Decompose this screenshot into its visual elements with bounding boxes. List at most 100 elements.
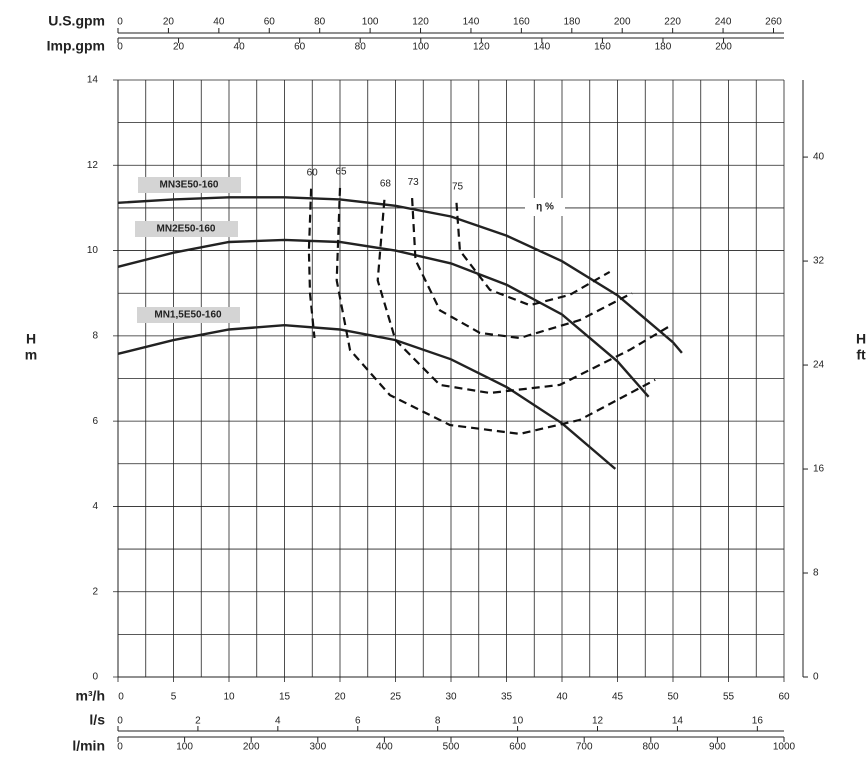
axis-tick-label: 160 <box>594 42 611 53</box>
x-tick-label: 15 <box>279 692 291 703</box>
axis-tick-label: 100 <box>412 42 429 53</box>
axis-tick-label: 4 <box>275 716 281 727</box>
axis-tick-label: 20 <box>173 42 185 53</box>
y2-tick-label: 16 <box>813 464 825 475</box>
axis-tick-label: 800 <box>642 742 659 753</box>
eta-bg <box>525 198 565 216</box>
efficiency-curve <box>335 187 656 436</box>
efficiency-curve <box>376 199 673 395</box>
y2-tick-label: 40 <box>813 152 825 163</box>
axis-tick-label: 700 <box>576 742 593 753</box>
pump-label-box <box>137 307 240 323</box>
x-axis-title: m³/h <box>75 688 105 704</box>
efficiency-label: 68 <box>380 178 392 189</box>
pump-curve <box>117 323 617 470</box>
pump-label: MN3E50-160 <box>160 180 219 191</box>
axis-tick-label: 180 <box>563 17 580 28</box>
axis-title: U.S.gpm <box>48 13 105 29</box>
y-tick-label: 2 <box>92 586 98 597</box>
x-tick-label: 0 <box>118 692 124 703</box>
axis-tick-label: 200 <box>715 42 732 53</box>
efficiency-curve <box>455 202 611 307</box>
x-tick-label: 5 <box>171 692 177 703</box>
axis-tick-label: 8 <box>435 716 441 727</box>
pump-label-box <box>135 221 238 237</box>
y2-tick-label: 24 <box>813 360 825 371</box>
axis-tick-label: 0 <box>117 716 123 727</box>
axis-tick-label: 120 <box>473 42 490 53</box>
axis-tick-label: 20 <box>163 17 175 28</box>
y-axis-title: m <box>25 347 37 363</box>
efficiency-curve <box>307 188 316 339</box>
axis-tick-label: 1000 <box>773 742 796 753</box>
axis-tick-label: 100 <box>176 742 193 753</box>
axis-tick-label: 0 <box>117 17 123 28</box>
axis-tick-label: 14 <box>672 716 684 727</box>
y-tick-label: 0 <box>92 672 98 683</box>
efficiency-label: 75 <box>452 181 464 192</box>
axis-tick-label: 0 <box>117 742 123 753</box>
axis-tick-label: 60 <box>264 17 276 28</box>
axis-tick-label: 180 <box>655 42 672 53</box>
x-tick-label: 45 <box>612 692 624 703</box>
efficiency-label: 65 <box>335 167 347 178</box>
axis-tick-label: 6 <box>355 716 361 727</box>
efficiency-label: 60 <box>307 167 319 178</box>
axis-tick-label: 0 <box>117 42 123 53</box>
x-tick-label: 55 <box>723 692 735 703</box>
pump-label: MN1,5E50-160 <box>154 310 222 321</box>
pump-curve <box>117 196 683 354</box>
x-tick-label: 40 <box>556 692 568 703</box>
pump-label-box <box>138 177 241 193</box>
axis-tick-label: 80 <box>314 17 326 28</box>
x-tick-label: 60 <box>778 692 790 703</box>
y-tick-label: 14 <box>87 75 99 86</box>
efficiency-title: η % <box>536 202 554 213</box>
axis-tick-label: 600 <box>509 742 526 753</box>
axis-tick-label: 120 <box>412 17 429 28</box>
axis-title: Imp.gpm <box>47 38 105 54</box>
axis-tick-label: 16 <box>752 716 764 727</box>
axis-tick-label: 140 <box>534 42 551 53</box>
axis-tick-label: 160 <box>513 17 530 28</box>
y-tick-label: 10 <box>87 245 99 256</box>
axis-tick-label: 200 <box>243 742 260 753</box>
axis-tick-label: 80 <box>355 42 367 53</box>
x-tick-label: 25 <box>390 692 402 703</box>
axis-tick-label: 900 <box>709 742 726 753</box>
y2-tick-label: 8 <box>813 568 819 579</box>
axis-tick-label: 260 <box>765 17 782 28</box>
axis-tick-label: 400 <box>376 742 393 753</box>
axis-tick-label: 40 <box>213 17 225 28</box>
axis-tick-label: 10 <box>512 716 524 727</box>
y2-axis-title: ft <box>856 347 866 363</box>
x-tick-label: 20 <box>334 692 346 703</box>
axis-title: l/s <box>89 712 105 728</box>
y-tick-label: 6 <box>92 416 98 427</box>
pump-curve <box>117 238 650 398</box>
axis-tick-label: 140 <box>463 17 480 28</box>
x-tick-label: 30 <box>445 692 457 703</box>
axis-tick-label: 12 <box>592 716 604 727</box>
axis-tick-label: 40 <box>234 42 246 53</box>
y2-axis-title: H <box>856 331 866 347</box>
axis-title: l/min <box>72 738 105 754</box>
axis-tick-label: 240 <box>715 17 732 28</box>
pump-label: MN2E50-160 <box>157 224 216 235</box>
axis-tick-label: 60 <box>294 42 306 53</box>
y2-tick-label: 32 <box>813 256 825 267</box>
axis-tick-label: 220 <box>664 17 681 28</box>
y-tick-label: 12 <box>87 160 99 171</box>
axis-tick-label: 200 <box>614 17 631 28</box>
axis-tick-label: 100 <box>362 17 379 28</box>
y-tick-label: 8 <box>92 330 98 341</box>
efficiency-curve <box>411 198 633 340</box>
x-tick-label: 35 <box>501 692 513 703</box>
x-tick-label: 50 <box>667 692 679 703</box>
axis-tick-label: 2 <box>195 716 201 727</box>
y-axis-title: H <box>26 331 36 347</box>
x-tick-label: 10 <box>223 692 235 703</box>
y2-tick-label: 0 <box>813 672 819 683</box>
axis-tick-label: 500 <box>443 742 460 753</box>
